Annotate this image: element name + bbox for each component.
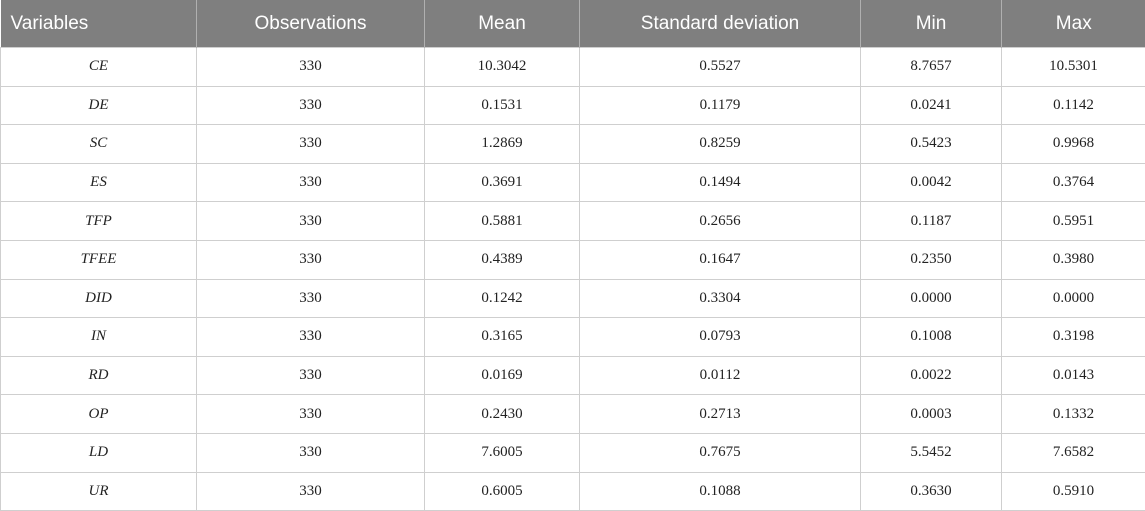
cell-min: 0.3630 [861, 472, 1002, 511]
cell-observations: 330 [197, 125, 425, 164]
cell-mean: 1.2869 [425, 125, 580, 164]
cell-standard-deviation: 0.0793 [580, 318, 861, 357]
cell-min: 0.0042 [861, 163, 1002, 202]
cell-max: 7.6582 [1002, 433, 1145, 472]
cell-mean: 0.3165 [425, 318, 580, 357]
cell-standard-deviation: 0.1494 [580, 163, 861, 202]
cell-observations: 330 [197, 433, 425, 472]
cell-max: 0.3764 [1002, 163, 1145, 202]
cell-mean: 0.6005 [425, 472, 580, 511]
cell-min: 0.1008 [861, 318, 1002, 357]
cell-observations: 330 [197, 472, 425, 511]
cell-max: 0.9968 [1002, 125, 1145, 164]
cell-standard-deviation: 0.5527 [580, 48, 861, 87]
cell-max: 0.1142 [1002, 86, 1145, 125]
cell-min: 8.7657 [861, 48, 1002, 87]
cell-observations: 330 [197, 48, 425, 87]
header-min: Min [861, 0, 1002, 48]
cell-max: 0.3198 [1002, 318, 1145, 357]
cell-mean: 0.2430 [425, 395, 580, 434]
cell-mean: 0.5881 [425, 202, 580, 241]
header-max: Max [1002, 0, 1145, 48]
cell-standard-deviation: 0.1088 [580, 472, 861, 511]
cell-standard-deviation: 0.7675 [580, 433, 861, 472]
cell-min: 5.5452 [861, 433, 1002, 472]
cell-variable: DE [1, 86, 197, 125]
cell-max: 0.1332 [1002, 395, 1145, 434]
cell-mean: 7.6005 [425, 433, 580, 472]
cell-mean: 0.3691 [425, 163, 580, 202]
cell-observations: 330 [197, 279, 425, 318]
cell-max: 0.3980 [1002, 240, 1145, 279]
cell-variable: LD [1, 433, 197, 472]
cell-variable: OP [1, 395, 197, 434]
cell-variable: IN [1, 318, 197, 357]
cell-standard-deviation: 0.0112 [580, 356, 861, 395]
cell-variable: RD [1, 356, 197, 395]
cell-standard-deviation: 0.8259 [580, 125, 861, 164]
cell-standard-deviation: 0.3304 [580, 279, 861, 318]
cell-standard-deviation: 0.1179 [580, 86, 861, 125]
cell-max: 0.0000 [1002, 279, 1145, 318]
cell-min: 0.2350 [861, 240, 1002, 279]
cell-min: 0.5423 [861, 125, 1002, 164]
cell-max: 0.5951 [1002, 202, 1145, 241]
cell-mean: 0.4389 [425, 240, 580, 279]
cell-variable: ES [1, 163, 197, 202]
cell-mean: 0.1531 [425, 86, 580, 125]
header-mean: Mean [425, 0, 580, 48]
cell-standard-deviation: 0.2656 [580, 202, 861, 241]
cell-variable: UR [1, 472, 197, 511]
cell-observations: 330 [197, 318, 425, 357]
cell-observations: 330 [197, 356, 425, 395]
cell-variable: CE [1, 48, 197, 87]
cell-max: 10.5301 [1002, 48, 1145, 87]
cell-mean: 10.3042 [425, 48, 580, 87]
cell-min: 0.1187 [861, 202, 1002, 241]
header-variables: Variables [1, 0, 197, 48]
cell-observations: 330 [197, 202, 425, 241]
cell-observations: 330 [197, 86, 425, 125]
cell-variable: SC [1, 125, 197, 164]
cell-observations: 330 [197, 240, 425, 279]
header-standard-deviation: Standard deviation [580, 0, 861, 48]
header-observations: Observations [197, 0, 425, 48]
cell-variable: DID [1, 279, 197, 318]
table-header: Variables Observations Mean Standard dev… [1, 0, 1145, 48]
cell-min: 0.0022 [861, 356, 1002, 395]
cell-variable: TFP [1, 202, 197, 241]
cell-min: 0.0000 [861, 279, 1002, 318]
cell-standard-deviation: 0.1647 [580, 240, 861, 279]
cell-max: 0.0143 [1002, 356, 1145, 395]
cell-min: 0.0241 [861, 86, 1002, 125]
cell-mean: 0.0169 [425, 356, 580, 395]
cell-variable: TFEE [1, 240, 197, 279]
cell-max: 0.5910 [1002, 472, 1145, 511]
cell-min: 0.0003 [861, 395, 1002, 434]
cell-mean: 0.1242 [425, 279, 580, 318]
cell-standard-deviation: 0.2713 [580, 395, 861, 434]
cell-observations: 330 [197, 395, 425, 434]
cell-observations: 330 [197, 163, 425, 202]
header-row: Variables Observations Mean Standard dev… [1, 0, 1145, 48]
